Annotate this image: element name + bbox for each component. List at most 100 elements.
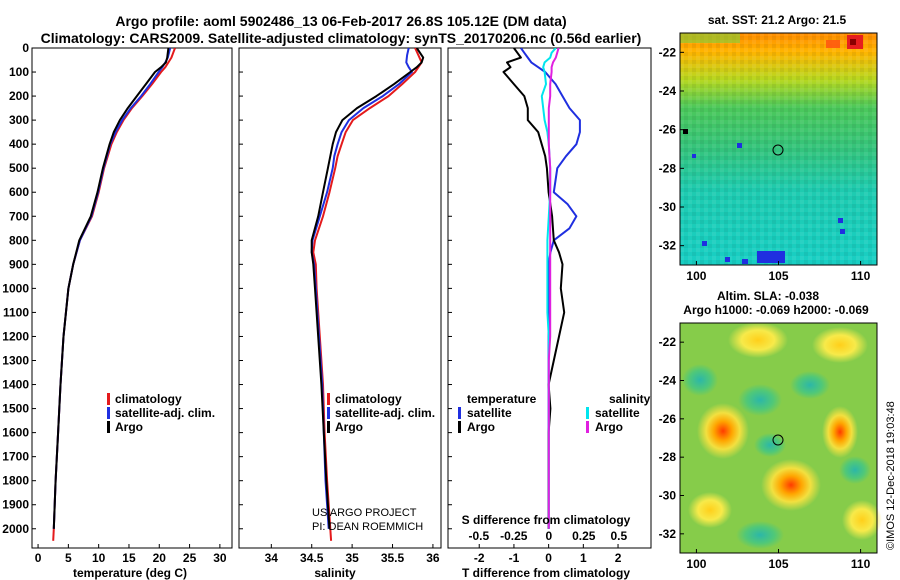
depth-tick-label: 1400 — [2, 378, 29, 392]
sst-missing-pixel — [683, 129, 688, 134]
x-tick-label: 20 — [153, 551, 167, 565]
depth-tick-label: 200 — [9, 89, 29, 103]
sla-map-title-line1: Altim. SLA: -0.038 — [717, 289, 819, 303]
depth-tick-label: 400 — [9, 137, 29, 151]
series-line-climatology — [312, 48, 423, 541]
legend-swatch-t-satellite — [458, 407, 461, 419]
legend-swatch-s-argo — [586, 421, 589, 433]
sla-low-anomaly — [754, 433, 786, 457]
depth-tick-label: 0 — [22, 41, 29, 55]
salinity-legend: climatology satellite-adj. clim. Argo — [327, 392, 435, 434]
legend-swatch-argo — [327, 421, 330, 433]
series-line-argo — [310, 48, 425, 529]
legend-swatch-argo — [107, 421, 110, 433]
sst-cold-patch — [757, 251, 785, 263]
series-line-s-argo — [547, 48, 560, 529]
legend-label-climatology: climatology — [115, 392, 182, 406]
temperature-panel: 0100200300400500600700800900100011001200… — [2, 41, 233, 580]
sla-moderate-anomaly — [812, 327, 868, 363]
difference-series — [502, 48, 581, 529]
depth-tick-label: 700 — [9, 209, 29, 223]
depth-tick-label: 1700 — [2, 450, 29, 464]
sla-high-anomaly — [761, 459, 821, 511]
series-line-climatology — [52, 48, 176, 541]
legend-swatch-satellite — [107, 407, 110, 419]
map-x-tick-label: 105 — [768, 557, 788, 571]
depth-tick-label: 300 — [9, 113, 29, 127]
sla-low-anomaly — [736, 521, 784, 549]
sst-map-panel: sat. SST: 21.2 Argo: 21.5 100 105 110 -22 -2… — [659, 13, 878, 283]
map-y-tick-label: -26 — [659, 412, 677, 426]
depth-tick-label: 600 — [9, 185, 29, 199]
legend-label-t-argo: Argo — [467, 420, 495, 434]
x-tick-label: 34.5 — [300, 551, 324, 565]
series-line-t-argo — [502, 48, 566, 529]
x-tick-label: 2 — [615, 551, 622, 565]
sla-low-anomaly — [790, 371, 830, 399]
map-x-tick-label: 100 — [686, 269, 706, 283]
sst-cold-pixel — [840, 229, 845, 234]
x-tick-label: 0 — [545, 551, 552, 565]
sla-map-axes: 100 105 110 -22 -24 -26 -28 -30 -32 — [659, 335, 871, 571]
legend-label-argo: Argo — [335, 420, 363, 434]
difference-x-axis: -2 -1 0 1 2 — [474, 544, 622, 565]
credit-project: US ARGO PROJECT — [312, 507, 417, 519]
sst-cold-pixel — [742, 259, 748, 264]
legend-label-s-satellite: satellite — [595, 406, 640, 420]
sla-low-anomaly — [738, 384, 782, 416]
salinity-depth-ticks — [239, 47, 243, 530]
credit-pi: PI: DEAN ROEMMICH — [312, 521, 423, 533]
imos-stamp: ©IMOS 12-Dec-2018 19:03:48 — [885, 401, 897, 550]
salinity-diff-tick-label: 0 — [545, 529, 552, 543]
sla-moderate-anomaly — [842, 500, 882, 540]
sst-cold-pixel — [725, 257, 730, 262]
sst-warm-patch-2 — [826, 40, 840, 48]
series-line-argo — [52, 48, 170, 529]
sst-map-axes: 100 105 110 -22 -24 -26 -28 -30 -32 — [659, 45, 871, 283]
temperature-axes-frame — [31, 47, 233, 549]
sla-low-anomaly — [839, 456, 871, 484]
x-tick-label: 25 — [183, 551, 197, 565]
map-y-tick-label: -26 — [659, 123, 677, 137]
x-tick-label: 30 — [213, 551, 227, 565]
x-tick-label: 0 — [35, 551, 42, 565]
x-tick-label: 1 — [580, 551, 587, 565]
legend-label-satellite: satellite-adj. clim. — [115, 406, 215, 420]
map-x-tick-label: 100 — [686, 557, 706, 571]
sla-map-panel: Altim. SLA: -0.038 Argo h1000: -0.069 h2… — [659, 289, 882, 571]
depth-tick-label: 1100 — [3, 305, 29, 319]
depth-tick-label: 1200 — [2, 329, 29, 343]
map-x-tick-label: 105 — [768, 269, 788, 283]
sst-argo-location-marker — [772, 144, 784, 156]
difference-s-axis: -0.5 -0.25 0 0.25 0.5 — [468, 529, 627, 543]
series-line-satellite-adj-clim- — [52, 48, 172, 529]
salinity-diff-tick-label: 0.5 — [610, 529, 627, 543]
salinity-diff-tick-label: -0.5 — [468, 529, 489, 543]
difference-depth-ticks — [448, 47, 452, 530]
salinity-diff-tick-label: 0.25 — [572, 529, 596, 543]
legend-label-satellite: satellite-adj. clim. — [335, 406, 435, 420]
salinity-panel: 34 34.5 35 35.5 36 salinity climatology sate… — [238, 47, 442, 580]
legend-label-argo: Argo — [115, 420, 143, 434]
legend-label-climatology: climatology — [335, 392, 402, 406]
figure-title-line2: Climatology: CARS2009. Satellite-adjuste… — [41, 30, 642, 46]
legend-swatch-satellite — [327, 407, 330, 419]
x-tick-label: 5 — [65, 551, 72, 565]
map-y-tick-label: -24 — [659, 84, 677, 98]
temperature-xlabel: temperature (deg C) — [73, 566, 187, 580]
salinity-diff-tick-label: -0.25 — [500, 529, 528, 543]
sla-low-anomaly — [682, 364, 718, 396]
sst-map-title: sat. SST: 21.2 Argo: 21.5 — [708, 13, 847, 27]
map-x-tick-label: 110 — [851, 557, 871, 571]
legend-label-s-argo: Argo — [595, 420, 623, 434]
depth-tick-label: 2000 — [2, 522, 29, 536]
x-tick-label: 35.5 — [381, 551, 405, 565]
sla-argo-location-marker — [772, 434, 784, 446]
map-y-tick-label: -32 — [659, 239, 677, 253]
x-tick-label: 36 — [426, 551, 440, 565]
x-tick-label: 34 — [265, 551, 279, 565]
sst-hot-pixel — [850, 39, 856, 45]
difference-xlabel-salinity: S difference from climatology — [462, 513, 631, 527]
sst-coastal-band — [680, 33, 740, 43]
